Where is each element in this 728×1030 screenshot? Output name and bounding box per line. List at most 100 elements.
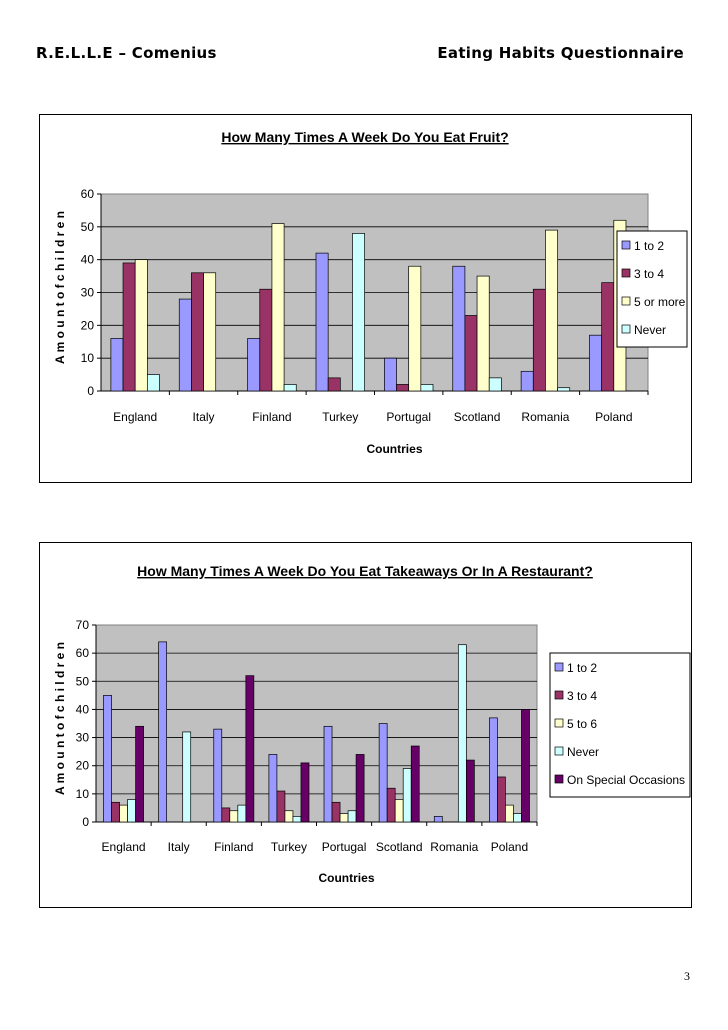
y-tick-label: 0 — [82, 815, 89, 829]
bar-portugal-never — [420, 384, 434, 392]
bar-england-3-to-4 — [111, 801, 120, 823]
y-tick-label: 30 — [81, 286, 95, 300]
legend-label-on-special-occasions: On Special Occasions — [567, 773, 685, 787]
header-left-title: R.E.L.L.E – Comenius — [36, 44, 217, 62]
bar-scotland-1-to-2 — [378, 723, 388, 823]
x-tick-label-italy: Italy — [193, 410, 215, 424]
legend-label-5-to-6: 5 to 6 — [567, 717, 597, 731]
bar-england-never — [146, 374, 160, 392]
bar-finland-5-or-more — [271, 223, 285, 392]
bar-portugal-5-or-more — [408, 265, 422, 392]
bar-finland-never — [283, 384, 297, 392]
bar-turkey-on-special-occasions — [300, 762, 310, 823]
y-tick-label: 10 — [76, 787, 90, 801]
bar-romania-3-to-4 — [532, 288, 546, 392]
bar-england-1-to-2 — [103, 695, 112, 823]
x-tick-label-romania: Romania — [521, 410, 569, 424]
x-tick-label-romania: Romania — [430, 840, 478, 854]
bar-scotland-1-to-2 — [452, 265, 466, 392]
y-tick-label: 50 — [81, 220, 95, 234]
y-tick-label: 10 — [81, 351, 95, 365]
y-axis-label: A m o u n t o f c h i l d r e n — [53, 211, 67, 364]
bar-finland-5-to-6 — [229, 810, 239, 823]
bar-portugal-3-to-4 — [396, 384, 410, 392]
bar-finland-3-to-4 — [259, 288, 273, 392]
bar-scotland-on-special-occasions — [410, 745, 420, 823]
x-tick-label-poland: Poland — [595, 410, 632, 424]
header-right-title: Eating Habits Questionnaire — [437, 44, 684, 62]
bar-italy-1-to-2 — [158, 641, 168, 823]
bar-italy-5-or-more — [203, 272, 217, 392]
y-axis-label: A m o u n t o f c h i l d r e n — [53, 642, 67, 795]
x-tick-label-england: England — [102, 840, 146, 854]
legend-swatch-1-to-2 — [621, 240, 631, 250]
bar-poland-3-to-4 — [601, 282, 615, 392]
chart-title: How Many Times A Week Do You Eat Fruit? — [221, 129, 508, 145]
bar-romania-1-to-2 — [433, 816, 443, 823]
x-tick-label-poland: Poland — [491, 840, 528, 854]
bar-portugal-5-to-6 — [339, 813, 349, 823]
y-tick-label: 20 — [76, 759, 90, 773]
legend-swatch-on-special-occasions — [554, 774, 564, 784]
legend — [549, 652, 691, 798]
legend-label-never: Never — [567, 745, 599, 759]
x-tick-label-turkey: Turkey — [271, 840, 307, 854]
legend-label-3-to-4: 3 to 4 — [567, 689, 597, 703]
bar-portugal-3-to-4 — [331, 801, 341, 823]
bar-scotland-3-to-4 — [464, 315, 478, 392]
bar-romania-on-special-occasions — [465, 759, 475, 823]
x-tick-label-portugal: Portugal — [386, 410, 431, 424]
y-tick-label: 70 — [76, 618, 90, 632]
bar-finland-1-to-2 — [213, 728, 223, 823]
bar-poland-3-to-4 — [497, 776, 506, 823]
page-number: 3 — [684, 969, 690, 983]
bar-portugal-on-special-occasions — [355, 754, 365, 823]
bar-scotland-5-or-more — [476, 275, 490, 392]
x-tick-label-portugal: Portugal — [322, 840, 367, 854]
x-tick-label-scotland: Scotland — [376, 840, 423, 854]
y-tick-label: 40 — [76, 702, 90, 716]
bar-romania-never — [457, 644, 467, 823]
bar-england-on-special-occasions — [135, 725, 144, 823]
bar-england-5-to-6 — [119, 804, 128, 823]
bar-turkey-3-to-4 — [327, 377, 341, 392]
fruit-chart-panel: How Many Times A Week Do You Eat Fruit? 0… — [39, 114, 692, 483]
x-tick-label-england: England — [113, 410, 157, 424]
bar-portugal-1-to-2 — [323, 725, 333, 823]
bar-scotland-never — [488, 377, 502, 392]
y-tick-label: 0 — [87, 384, 94, 398]
bar-italy-3-to-4 — [191, 272, 204, 392]
bar-romania-never — [557, 387, 571, 392]
legend-swatch-never — [554, 746, 564, 756]
x-tick-label-scotland: Scotland — [454, 410, 501, 424]
bar-england-5-or-more — [134, 259, 148, 392]
legend-label-3-to-4: 3 to 4 — [634, 267, 664, 281]
bar-turkey-5-to-6 — [284, 810, 294, 823]
x-axis-label: Countries — [366, 442, 422, 456]
legend-swatch-3-to-4 — [621, 268, 631, 278]
bar-scotland-3-to-4 — [386, 787, 396, 823]
bar-turkey-3-to-4 — [276, 790, 286, 823]
y-tick-label: 60 — [81, 187, 95, 201]
bar-turkey-never — [292, 816, 302, 823]
x-tick-label-finland: Finland — [252, 410, 291, 424]
bar-finland-on-special-occasions — [245, 675, 255, 823]
takeaway-chart-panel: How Many Times A Week Do You Eat Takeawa… — [39, 542, 692, 908]
bar-portugal-never — [347, 810, 357, 823]
bar-turkey-1-to-2 — [268, 754, 278, 823]
bar-finland-1-to-2 — [247, 338, 261, 392]
legend-swatch-5-to-6 — [554, 718, 564, 728]
bar-poland-5-to-6 — [505, 804, 514, 823]
legend-swatch-1-to-2 — [554, 662, 564, 672]
legend-label-5-or-more: 5 or more — [634, 295, 686, 309]
bar-portugal-1-to-2 — [384, 357, 397, 392]
bar-england-never — [127, 799, 136, 823]
bar-poland-never — [513, 813, 522, 823]
bar-italy-never — [182, 731, 192, 823]
chart-title: How Many Times A Week Do You Eat Takeawa… — [137, 563, 593, 579]
bar-turkey-1-to-2 — [315, 252, 329, 392]
bar-poland-1-to-2 — [589, 334, 603, 392]
legend-swatch-3-to-4 — [554, 690, 564, 700]
legend-swatch-never — [621, 324, 631, 334]
bar-poland-on-special-occasions — [521, 709, 530, 823]
